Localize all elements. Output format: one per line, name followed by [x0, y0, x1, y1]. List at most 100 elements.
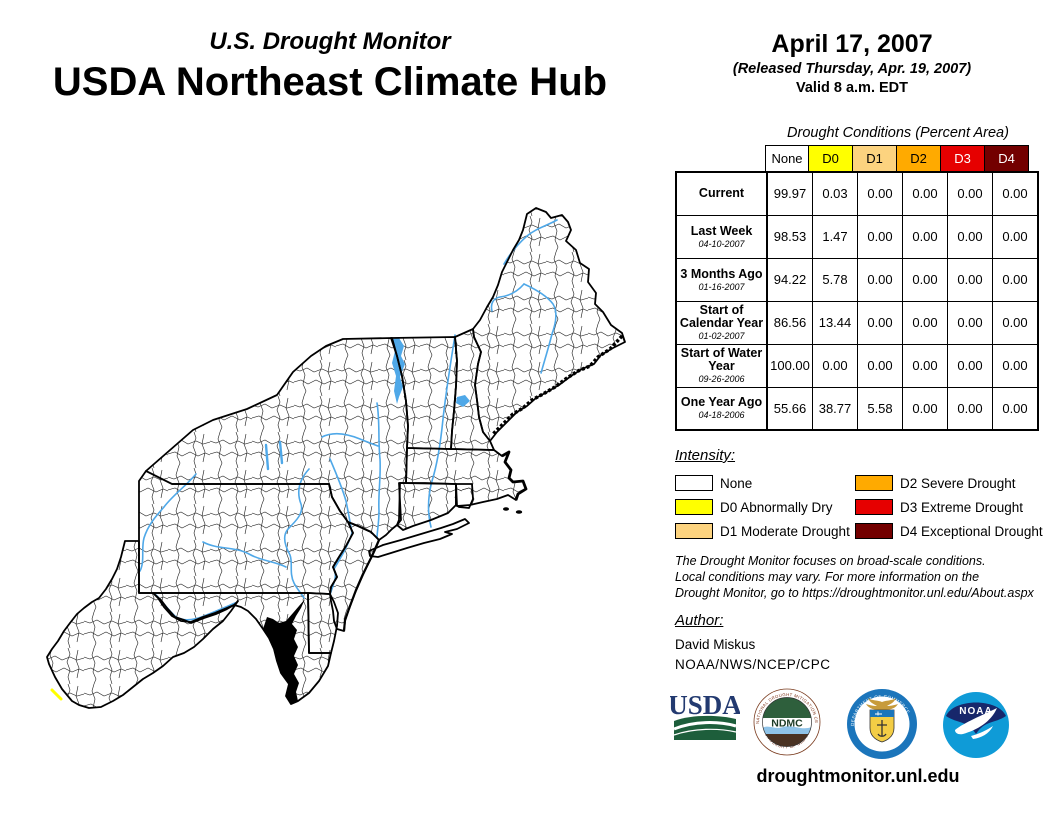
- value-cell: 0.00: [857, 257, 903, 302]
- susquehanna-west-branch: [202, 541, 287, 568]
- valid-time: Valid 8 a.m. EDT: [795, 80, 908, 96]
- table-row: Start of Calendar Year 01-02-2007 86.56 13.…: [675, 300, 1039, 345]
- disclaimer-line: Local conditions may vary. For more info…: [675, 570, 980, 584]
- usda-field-shape: [674, 715, 736, 740]
- table-column-headers: None D0 D1 D2 D3 D4: [765, 145, 1029, 172]
- lake-winnipesaukee: [456, 395, 470, 407]
- legend-swatch: [675, 499, 713, 515]
- row-label-text: One Year Ago: [680, 395, 763, 410]
- lake-champlain: [392, 338, 405, 404]
- value-cell: 99.97: [766, 171, 813, 216]
- legend-label: D2 Severe Drought: [900, 475, 1016, 491]
- usda-logo: USDA: [670, 690, 740, 740]
- value-cell: 0.00: [857, 343, 903, 388]
- commerce-anchor: [877, 720, 887, 737]
- legend-swatch: [675, 523, 713, 539]
- disclaimer-line: The Drought Monitor focuses on broad-sca…: [675, 554, 986, 568]
- usda-swoosh: [673, 721, 737, 731]
- mohawk-river: [321, 432, 379, 447]
- agency-logos: USDA NATIONAL DROUGHT MITIGATION CENTER …: [668, 688, 1020, 763]
- legend-title: Intensity:: [675, 447, 736, 464]
- northeast-region-map: [46, 207, 626, 709]
- marthas-vineyard-island: [503, 507, 509, 511]
- penobscot-river: [523, 283, 557, 374]
- usda-swoosh-thin: [673, 728, 737, 736]
- value-cell: 1.47: [812, 214, 858, 259]
- row-label-date: 01-16-2007: [698, 281, 745, 292]
- legend-label: D1 Moderate Drought: [720, 523, 850, 539]
- column-header-none: None: [765, 145, 809, 172]
- disclaimer-text: The Drought Monitor focuses on broad-sca…: [675, 553, 1034, 601]
- nantucket-island: [515, 510, 523, 514]
- susquehanna-river: [283, 468, 310, 599]
- value-cell: 0.00: [857, 300, 903, 345]
- row-label-date: 09-26-2006: [698, 374, 745, 384]
- column-header-d0: D0: [808, 145, 853, 172]
- noaa-logo: NOAA: [943, 692, 1009, 758]
- value-cell: 38.77: [812, 386, 858, 431]
- row-label-text: Current: [698, 186, 745, 201]
- value-cell: 0.00: [902, 343, 948, 388]
- commerce-ship: [875, 711, 882, 716]
- value-cell: 0.00: [992, 300, 1039, 345]
- value-cell: 0.00: [947, 171, 993, 216]
- connecticut-river: [427, 334, 456, 528]
- drought-conditions-table: Current 99.97 0.03 0.00 0.00 0.00 0.00 Last Wee…: [675, 171, 1039, 431]
- value-cell: 5.58: [857, 386, 903, 431]
- table-row: 3 Months Ago 01-16-2007 94.22 5.78 0.00 0.00 0…: [675, 257, 1039, 302]
- row-label: Start of Water Year 09-26-2006: [675, 343, 768, 388]
- row-label-date: 01-02-2007: [698, 331, 745, 341]
- commerce-eagle: [866, 698, 898, 710]
- legend-label: D4 Exceptional Drought: [900, 523, 1043, 539]
- value-cell: 0.00: [947, 257, 993, 302]
- value-cell: 0.00: [857, 214, 903, 259]
- value-cell: 100.00: [766, 343, 813, 388]
- value-cell: 94.22: [766, 257, 813, 302]
- row-label: Last Week 04-10-2007: [675, 214, 768, 259]
- row-label-text: Start of Water Year: [680, 346, 763, 373]
- value-cell: 0.00: [902, 386, 948, 431]
- d0-area-patch: [50, 688, 63, 701]
- row-label-text: Last Week: [690, 223, 753, 238]
- noaa-logo-text: NOAA: [959, 706, 992, 717]
- value-cell: 0.00: [992, 343, 1039, 388]
- value-cell: 5.78: [812, 257, 858, 302]
- legend-item: D4 Exceptional Drought: [855, 519, 1043, 543]
- table-title: Drought Conditions (Percent Area): [787, 125, 1009, 141]
- coastline-detail: [263, 334, 624, 704]
- footer-url: droughtmonitor.unl.edu: [756, 766, 960, 786]
- finger-lake-a: [264, 443, 270, 471]
- table-row: One Year Ago 04-18-2006 55.66 38.77 5.58 0.00…: [675, 386, 1039, 431]
- hudson-river: [376, 402, 382, 539]
- row-label-text: Start of Calendar Year: [679, 303, 764, 330]
- author-name: David Miskus: [675, 637, 756, 652]
- value-cell: 55.66: [766, 386, 813, 431]
- map-header: U.S. Drought Monitor USDA Northeast Clim…: [0, 0, 660, 105]
- value-cell: 0.03: [812, 171, 858, 216]
- legend-label: D0 Abnormally Dry: [720, 499, 833, 515]
- value-cell: 0.00: [812, 343, 858, 388]
- row-label-date: 04-18-2006: [698, 410, 745, 421]
- row-label-text: 3 Months Ago: [680, 266, 763, 281]
- author-org: NOAA/NWS/NCEP/CPC: [675, 657, 831, 672]
- disclaimer-line: Drought Monitor, go to https://droughtmo…: [675, 586, 1034, 600]
- allegheny-river: [139, 473, 197, 572]
- column-header-d1: D1: [852, 145, 897, 172]
- value-cell: 0.00: [857, 171, 903, 216]
- row-label: Start of Calendar Year 01-02-2007: [675, 300, 768, 345]
- value-cell: 0.00: [902, 214, 948, 259]
- commerce-shield-chief: [870, 710, 894, 717]
- released-date: (Released Thursday, Apr. 19, 2007): [732, 61, 972, 77]
- chesapeake-bay: [263, 599, 305, 704]
- noaa-seabird: [955, 708, 997, 735]
- product-kicker: U.S. Drought Monitor: [209, 28, 451, 55]
- row-label-date: 04-10-2007: [698, 238, 745, 249]
- ndmc-logo: NATIONAL DROUGHT MITIGATION CENTER UNIVE…: [753, 688, 821, 756]
- legend-label: None: [720, 475, 753, 491]
- finger-lake-b: [278, 440, 284, 465]
- column-header-d4: D4: [984, 145, 1029, 172]
- legend-swatch: [855, 523, 893, 539]
- legend-item: D1 Moderate Drought: [675, 519, 855, 543]
- value-cell: 0.00: [992, 257, 1039, 302]
